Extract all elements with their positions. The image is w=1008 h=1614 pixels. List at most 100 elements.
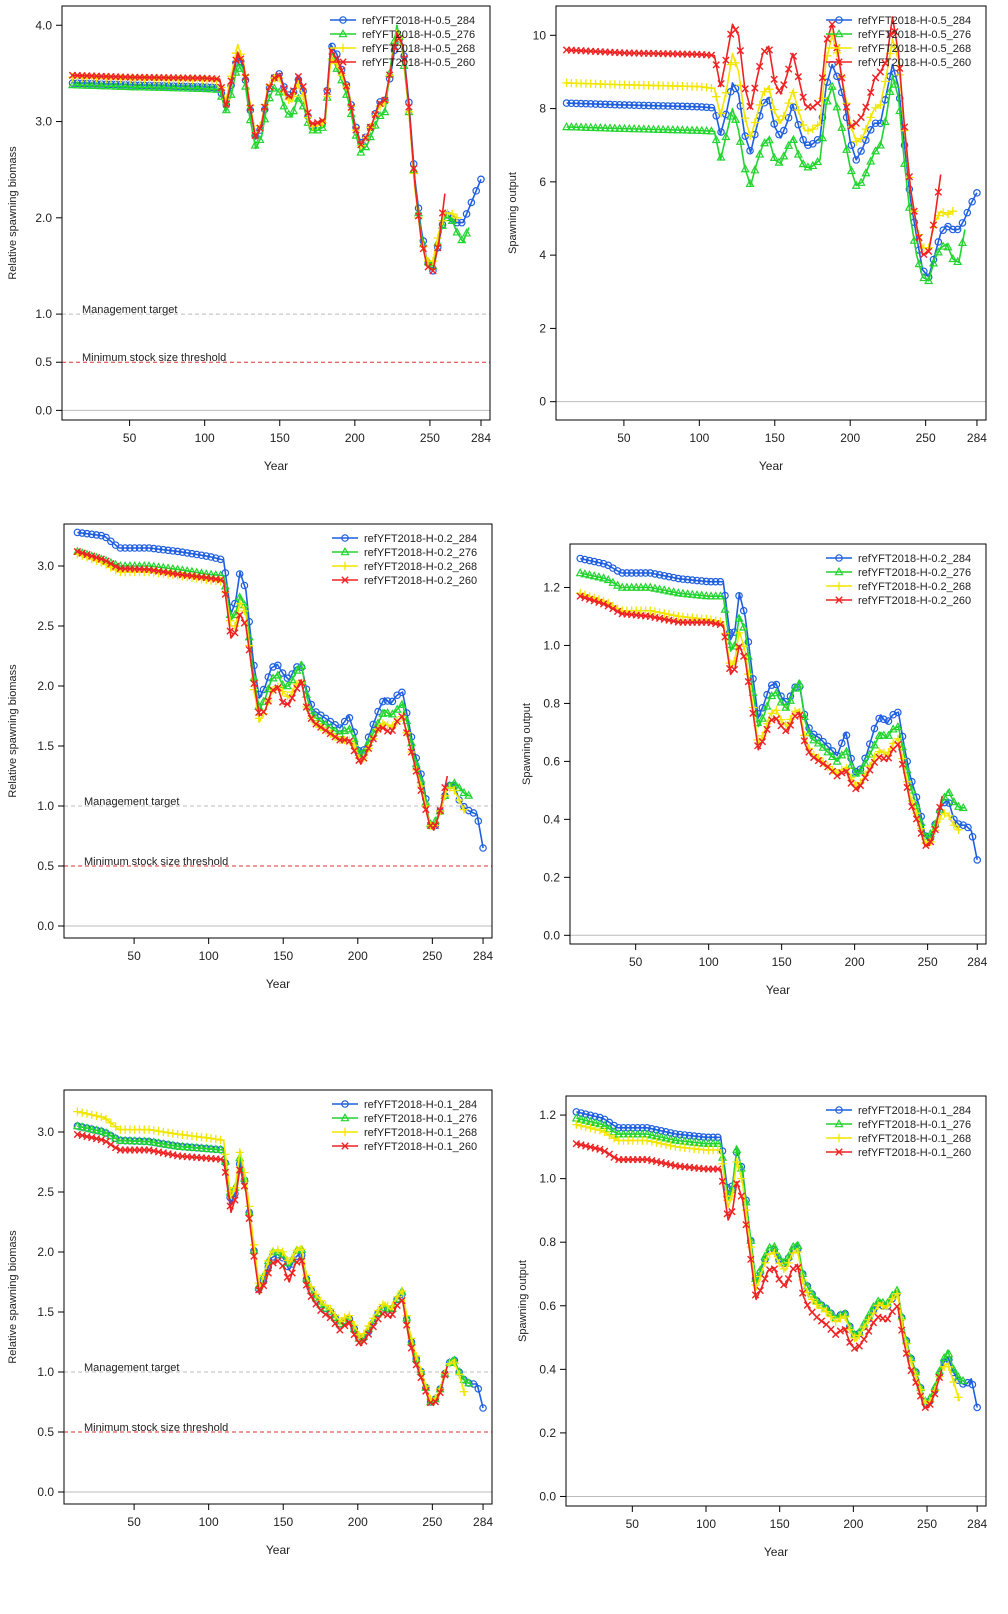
y-tick-label: 0.5 (35, 355, 52, 369)
data-point-284 (799, 135, 807, 144)
x-tick-label: 284 (967, 431, 987, 445)
series-line-260 (77, 550, 449, 831)
data-point-276 (164, 82, 174, 92)
data-point-268 (807, 1295, 817, 1304)
data-point-268 (774, 115, 784, 125)
data-point-284 (702, 103, 711, 112)
data-point-276 (192, 83, 202, 92)
data-point-284 (599, 559, 608, 568)
legend-label-284: refYFT2018-H-0.5_284 (362, 15, 475, 27)
data-point-284 (697, 103, 706, 111)
data-point-260 (235, 1166, 244, 1174)
data-point-284 (655, 571, 664, 579)
data-point-276 (919, 272, 929, 282)
data-point-260 (323, 87, 331, 96)
legend-label-260: refYFT2018-H-0.2_260 (364, 575, 477, 587)
data-point-268 (828, 765, 837, 775)
data-point-276 (837, 122, 847, 131)
data-point-260 (735, 643, 743, 651)
data-point-260 (740, 652, 748, 661)
data-point-268 (789, 1248, 798, 1258)
data-point-284 (945, 799, 954, 807)
data-point-284 (958, 219, 967, 227)
data-point-276 (287, 675, 297, 684)
data-point-268 (859, 1322, 869, 1332)
data-point-268 (741, 113, 750, 123)
data-point-268 (861, 124, 871, 134)
data-point-284 (620, 101, 629, 109)
data-point-268 (655, 608, 664, 617)
data-point-268 (97, 1112, 106, 1122)
data-point-284 (369, 720, 378, 729)
data-point-276 (316, 1299, 326, 1308)
y-axis-label: Relative spawning biomass (7, 664, 19, 798)
legend-marker-276 (340, 1113, 350, 1122)
data-point-260 (908, 802, 916, 811)
data-point-268 (721, 88, 731, 98)
data-point-260 (742, 1220, 750, 1229)
y-tick-label: 0.2 (543, 870, 560, 884)
data-point-268 (770, 1248, 779, 1258)
data-point-260 (269, 686, 277, 694)
data-point-276 (822, 96, 832, 105)
data-point-276 (575, 568, 585, 577)
data-point-284 (623, 569, 631, 577)
data-point-276 (72, 80, 82, 89)
legend-label-276: refYFT2018-H-0.1_276 (364, 1113, 477, 1125)
x-tick-label: 200 (345, 431, 365, 445)
x-tick-label: 100 (199, 1515, 219, 1529)
data-point-260 (275, 71, 283, 80)
legend-label-276: refYFT2018-H-0.2_276 (364, 547, 477, 559)
data-point-260 (857, 113, 865, 122)
data-point-276 (615, 123, 625, 132)
data-point-268 (760, 87, 769, 96)
data-point-284 (731, 84, 740, 93)
data-point-276 (716, 152, 726, 161)
data-point-284 (876, 119, 885, 128)
data-point-276 (72, 1121, 82, 1130)
data-point-260 (107, 560, 115, 568)
legend-marker-268 (834, 581, 844, 591)
data-point-276 (211, 1144, 221, 1153)
data-point-276 (216, 1144, 226, 1154)
data-point-284 (178, 548, 187, 556)
data-point-260 (846, 1338, 854, 1347)
data-point-276 (605, 123, 615, 132)
data-point-260 (256, 124, 264, 132)
data-point-284 (654, 101, 663, 110)
data-point-268 (202, 1133, 211, 1142)
data-point-268 (586, 1123, 595, 1133)
data-point-284 (725, 628, 734, 637)
data-point-268 (321, 1301, 330, 1310)
legend-marker-268 (340, 561, 350, 571)
x-axis-label: Year (764, 1545, 788, 1559)
data-point-260 (245, 1214, 253, 1223)
plot-frame (63, 1089, 493, 1505)
data-point-260 (817, 1317, 826, 1325)
data-point-268 (287, 1253, 297, 1263)
y-tick-label: 1.2 (543, 580, 560, 594)
data-point-284 (479, 844, 487, 852)
data-point-260 (360, 754, 368, 762)
data-point-276 (613, 580, 623, 589)
y-tick-label: 10 (533, 28, 547, 42)
y-tick-label: 1.0 (37, 799, 54, 813)
data-point-276 (841, 746, 851, 755)
data-point-268 (831, 1317, 840, 1326)
data-point-260 (227, 77, 235, 85)
data-point-260 (881, 59, 889, 67)
data-point-276 (301, 689, 311, 698)
x-tick-label: 250 (422, 949, 442, 963)
data-point-284 (632, 569, 641, 577)
data-point-260 (321, 1310, 330, 1319)
data-point-284 (207, 553, 215, 561)
data-point-260 (246, 103, 255, 112)
data-point-260 (814, 756, 823, 765)
data-point-276 (895, 105, 905, 115)
data-point-276 (883, 730, 894, 739)
data-point-260 (819, 760, 827, 768)
data-point-284 (183, 549, 191, 557)
data-point-284 (586, 100, 595, 108)
data-point-268 (447, 209, 457, 219)
data-point-284 (278, 669, 287, 677)
